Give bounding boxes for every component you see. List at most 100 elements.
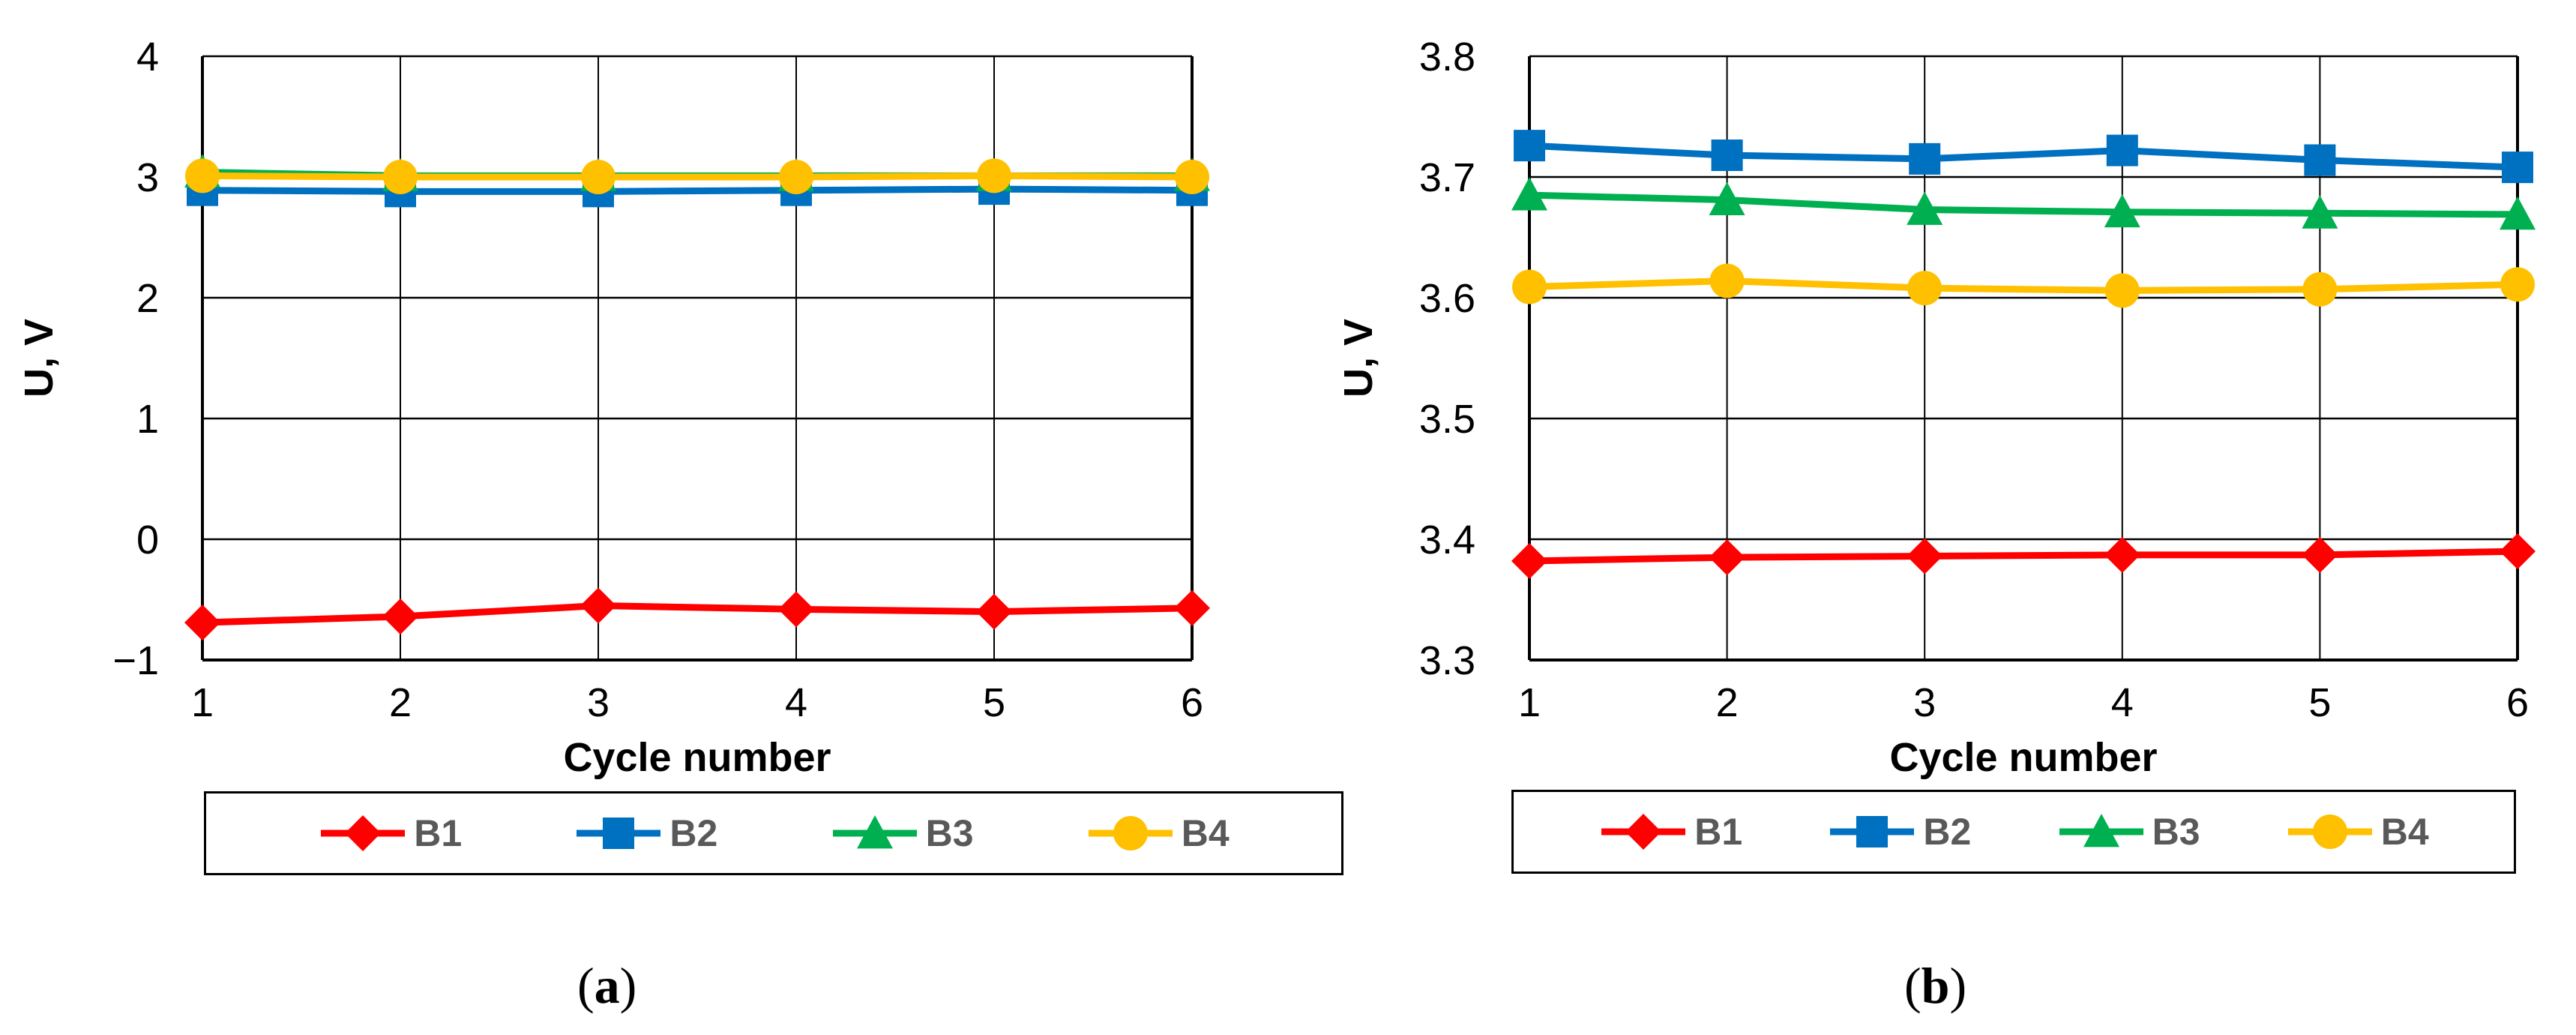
data-point-b3 (2500, 196, 2536, 230)
legend-swatch (2059, 814, 2143, 848)
data-point-b4 (1709, 263, 1745, 298)
y-axis-label-b: U, V (1336, 319, 1381, 398)
legend-swatch (321, 815, 406, 851)
legend-marker-b2 (1856, 816, 1889, 848)
data-point-b1 (976, 593, 1012, 630)
x-tick-label: 3 (1913, 680, 1936, 725)
data-point-b4 (1512, 269, 1547, 304)
legend-a: B1 B2 B3 B4 (204, 791, 1343, 875)
x-tick-label: 6 (1181, 680, 1203, 725)
x-tick-label: 5 (2308, 680, 2331, 725)
legend-item-b3: B3 (830, 811, 974, 856)
legend-item-b1: B1 (318, 811, 462, 856)
x-tick-label: 4 (2111, 680, 2134, 725)
data-point-b1 (1907, 538, 1943, 574)
data-point-b4 (2500, 267, 2535, 302)
legend-label: B4 (2380, 811, 2429, 853)
x-tick-label: 5 (983, 680, 1005, 725)
y-tick-label: 4 (136, 34, 159, 80)
legend-marker-b4 (1113, 816, 1148, 850)
y-tick-label: 3.6 (1419, 276, 1475, 321)
panel-caption-b: (b) (1904, 957, 1967, 1014)
data-point-b3 (2302, 195, 2338, 229)
data-point-b4 (383, 160, 418, 194)
series-line-b4 (1529, 277, 2518, 294)
legend-marker-b3 (856, 815, 893, 849)
data-point-b1 (1709, 539, 1745, 576)
series-line-b2 (1529, 142, 2518, 171)
legend-label: B3 (925, 812, 974, 854)
grid-a (201, 55, 1194, 662)
y-tick-label: 2 (136, 276, 159, 321)
series-line-b2 (202, 185, 1193, 195)
legend-marker-b2 (603, 818, 635, 849)
y-tick-label: −1 (112, 638, 159, 683)
legend-label: B1 (414, 812, 463, 854)
x-tick-label: 4 (785, 680, 807, 725)
data-point-b3 (1907, 191, 1943, 225)
grid-b (1528, 55, 2519, 662)
data-point-b4 (185, 158, 220, 194)
data-point-b1 (1511, 542, 1547, 579)
data-point-b1 (184, 604, 220, 641)
legend-item-b4: B4 (2285, 809, 2429, 854)
data-point-b2 (2502, 152, 2533, 184)
data-point-b3 (1709, 182, 1745, 215)
legend-label: B3 (2152, 811, 2200, 853)
series-layer-a (184, 154, 1210, 641)
legend-item-b2: B2 (574, 811, 717, 856)
data-point-b1 (778, 591, 814, 628)
legend-label: B2 (669, 812, 718, 854)
data-point-b2 (1909, 142, 1941, 175)
data-point-b3 (2104, 194, 2140, 228)
legend-swatch (577, 818, 661, 849)
x-tick-label: 1 (1518, 680, 1541, 725)
x-axis-label-b: Cycle number (1889, 735, 2157, 780)
data-point-b4 (977, 158, 1011, 194)
y-tick-label: 3.3 (1419, 638, 1475, 683)
x-tick-label: 6 (2506, 680, 2529, 725)
y-tick-label: 3.5 (1419, 397, 1475, 442)
data-point-b1 (382, 598, 418, 635)
tick-labels-a: 1 2 3 4 5 6 −1 0 1 2 3 4 (112, 34, 1203, 725)
x-tick-label: 2 (1716, 680, 1739, 725)
data-point-b2 (1711, 140, 1743, 172)
data-point-b2 (1514, 130, 1545, 162)
series-line-b4 (202, 172, 1193, 181)
y-tick-label: 3.4 (1419, 518, 1475, 562)
series-line-b1 (1529, 548, 2518, 565)
data-point-b4 (2302, 272, 2338, 307)
x-tick-label: 2 (389, 680, 412, 725)
data-point-b2 (2304, 144, 2336, 176)
data-point-b1 (580, 587, 616, 624)
data-point-b4 (779, 160, 813, 194)
legend-label: B2 (1923, 811, 1972, 853)
panel-caption-a: (a) (577, 957, 637, 1014)
chart-panel-b: 1 2 3 4 5 6 3.3 3.4 3.5 3.6 3.7 3.8 Cycle number U,… (1336, 34, 2536, 780)
data-point-b4 (1907, 271, 1942, 306)
legend-item-b3: B3 (2056, 809, 2200, 854)
x-axis-label-a: Cycle number (563, 735, 831, 780)
data-point-b4 (2104, 273, 2140, 308)
legend-marker-b4 (2312, 814, 2347, 849)
data-point-b3 (1511, 177, 1547, 211)
legend-marker-b1 (1625, 814, 1662, 850)
tick-labels-b: 1 2 3 4 5 6 3.3 3.4 3.5 3.6 3.7 3.8 (1419, 34, 2529, 725)
y-tick-label: 0 (136, 518, 159, 562)
data-point-b4 (581, 160, 616, 194)
legend-swatch (1601, 814, 1686, 850)
data-point-b4 (1175, 160, 1209, 194)
data-point-b1 (2500, 533, 2536, 570)
x-tick-label: 1 (191, 680, 214, 725)
legend-item-b2: B2 (1827, 809, 1971, 854)
chart-panel-a: 1 2 3 4 5 6 −1 0 1 2 3 4 Cycle number U, V (16, 34, 1210, 780)
legend-label: B1 (1694, 811, 1743, 853)
data-point-b1 (2302, 536, 2338, 573)
x-tick-label: 3 (587, 680, 610, 725)
legend-swatch (2287, 814, 2372, 849)
y-tick-label: 3.8 (1419, 34, 1475, 80)
y-tick-label: 3 (136, 155, 159, 200)
legend-swatch (1830, 816, 1915, 848)
y-axis-label-a: U, V (16, 319, 61, 398)
